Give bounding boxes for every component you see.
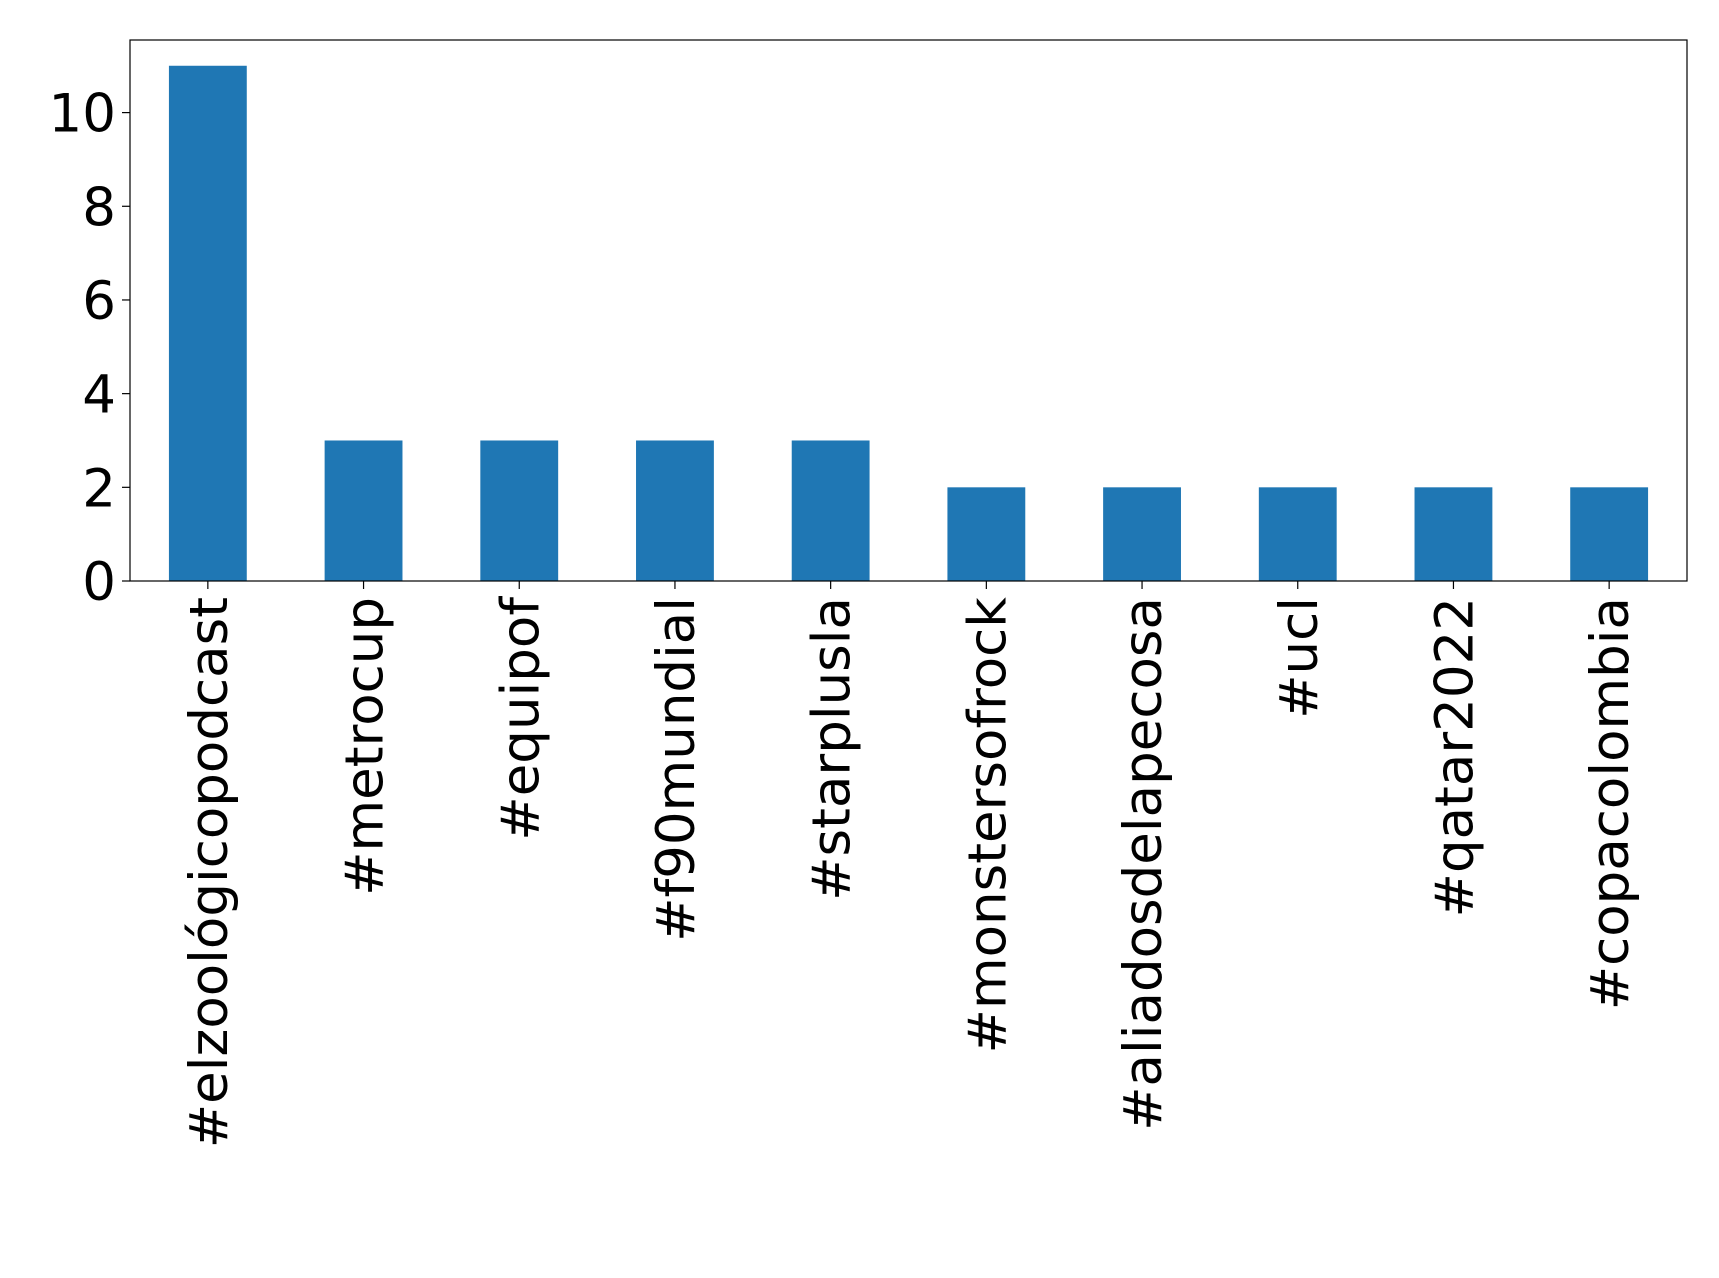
x-tick-label: #qatar2022 <box>1424 597 1485 917</box>
y-tick-label: 8 <box>82 177 116 238</box>
x-tick-label: #copacolombia <box>1580 597 1641 1010</box>
bar <box>791 440 870 581</box>
y-tick-label: 10 <box>49 84 116 145</box>
bar <box>1258 487 1337 581</box>
x-tick-label: #starplusla <box>802 597 863 901</box>
bar <box>168 65 247 581</box>
y-tick-label: 2 <box>82 458 116 519</box>
x-tick-label: #metrocup <box>335 597 396 896</box>
axes-frame <box>129 39 1688 582</box>
x-tick-label: #monstersofrock <box>957 597 1018 1054</box>
bar <box>636 440 714 581</box>
bar <box>1570 487 1649 581</box>
bar <box>324 440 403 581</box>
bar <box>1103 487 1181 581</box>
y-tick-label: 6 <box>82 271 116 332</box>
x-tick-label: #ucl <box>1269 597 1330 719</box>
bar <box>480 440 559 581</box>
x-tick-label: #aliadosdelapecosa <box>1113 597 1174 1131</box>
bar <box>1414 487 1493 581</box>
x-tick-label: #elzoológicopodcast <box>179 597 240 1148</box>
x-tick-label: #f90mundial <box>646 597 707 942</box>
bar <box>947 487 1026 581</box>
y-tick-label: 0 <box>82 552 116 613</box>
y-tick-label: 4 <box>82 365 116 426</box>
x-tick-label: #equipof <box>490 596 551 841</box>
